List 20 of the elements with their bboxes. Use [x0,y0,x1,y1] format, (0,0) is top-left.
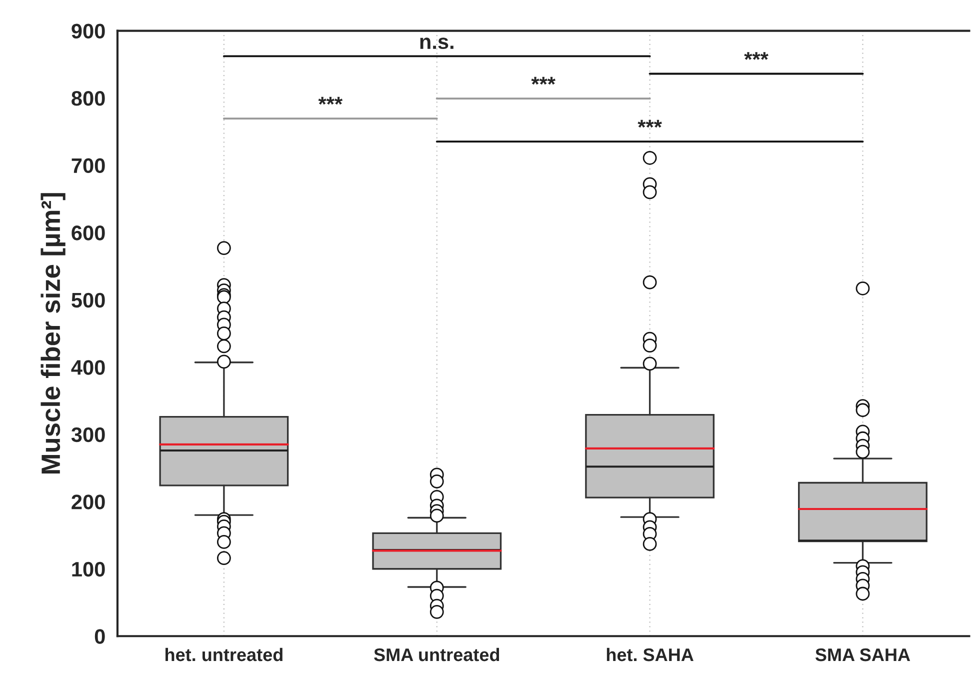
annotation: *** [318,96,343,105]
x-tick-label: SMA SAHA [815,648,910,662]
y-tick-label: 300 [71,427,105,442]
y-tick-label: 900 [72,24,105,39]
y-tick-label: 0 [94,629,105,644]
y-tick-label: 600 [72,226,105,240]
annotation: *** [744,52,768,60]
x-tick-label: het. SAHA [606,648,694,662]
y-axis-title: Muscle fiber size [µm²] [40,193,66,474]
annotation: n.s. [420,38,454,50]
y-tick-label: 100 [72,562,105,577]
y-tick-label: 800 [72,91,105,106]
y-tick-label: 200 [72,494,105,510]
x-tick-label: SMA untreated [374,648,500,662]
y-tick-label: 500 [72,292,105,308]
y-tick-label: 700 [72,158,105,174]
x-tick-label: het. untreated [166,648,282,662]
y-tick-label: 400 [71,360,105,375]
annotation: *** [531,76,556,85]
annotation: *** [638,120,662,128]
